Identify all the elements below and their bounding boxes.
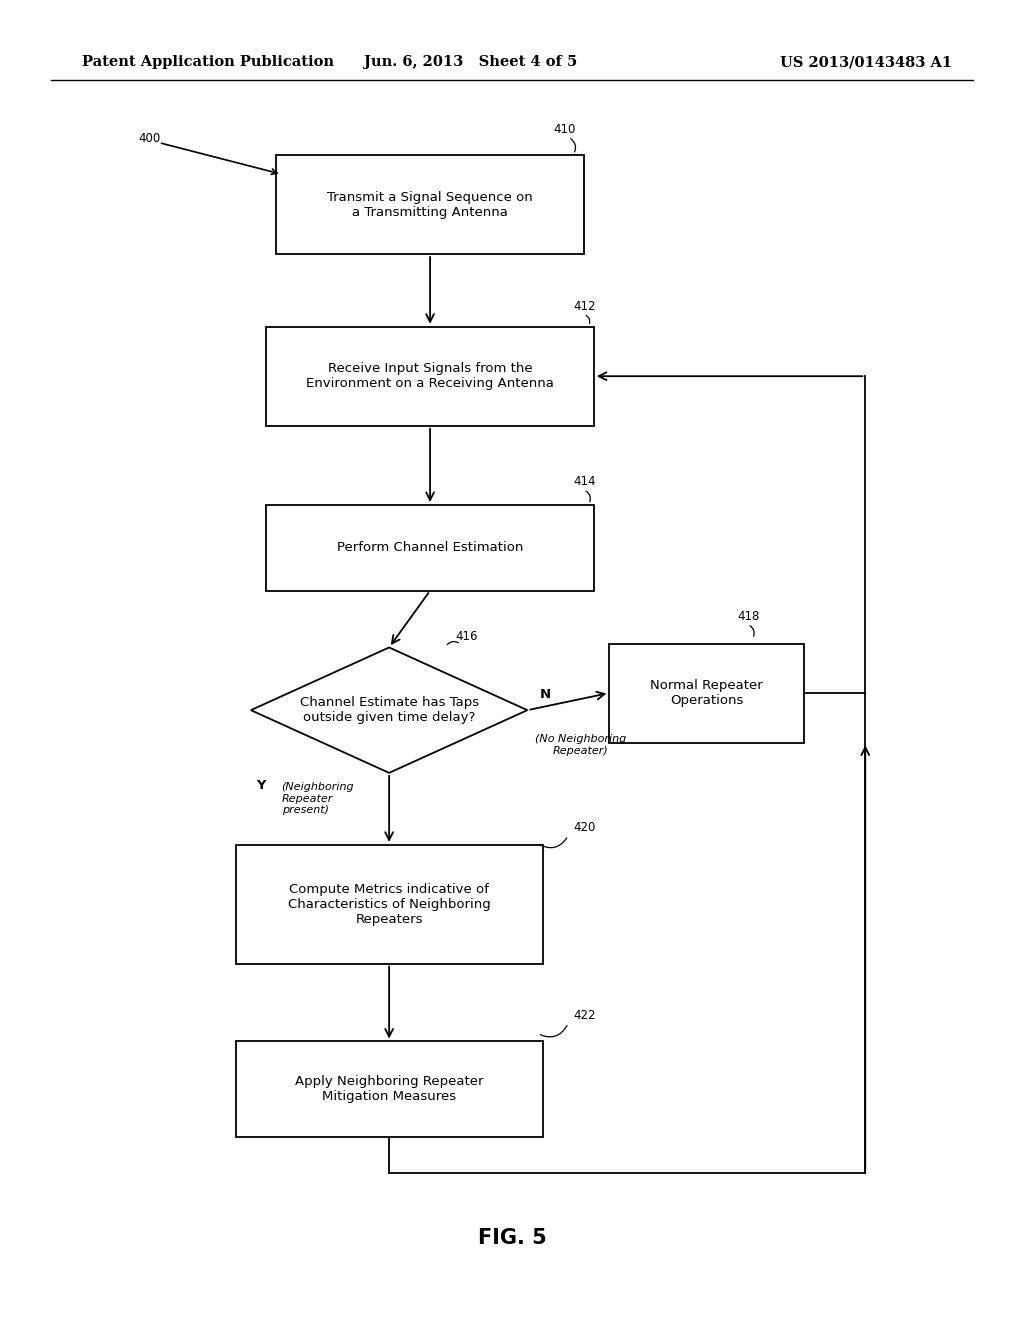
Text: Perform Channel Estimation: Perform Channel Estimation bbox=[337, 541, 523, 554]
Text: 422: 422 bbox=[573, 1008, 596, 1022]
Text: 410: 410 bbox=[553, 123, 575, 136]
Bar bbox=[276, 156, 584, 255]
Text: (No Neighboring
Repeater): (No Neighboring Repeater) bbox=[535, 734, 626, 755]
Text: US 2013/0143483 A1: US 2013/0143483 A1 bbox=[780, 55, 952, 69]
Text: (Neighboring
Repeater
present): (Neighboring Repeater present) bbox=[282, 781, 354, 816]
Text: 420: 420 bbox=[573, 821, 596, 834]
Text: 400: 400 bbox=[138, 132, 161, 145]
Bar bbox=[266, 506, 594, 591]
Bar bbox=[236, 845, 543, 964]
Text: N: N bbox=[540, 688, 551, 701]
Text: Y: Y bbox=[256, 779, 265, 792]
Text: 416: 416 bbox=[456, 630, 478, 643]
Text: Apply Neighboring Repeater
Mitigation Measures: Apply Neighboring Repeater Mitigation Me… bbox=[295, 1074, 483, 1104]
Text: Normal Repeater
Operations: Normal Repeater Operations bbox=[650, 678, 763, 708]
Text: Channel Estimate has Taps
outside given time delay?: Channel Estimate has Taps outside given … bbox=[300, 696, 478, 725]
Text: 412: 412 bbox=[573, 300, 596, 313]
Text: Transmit a Signal Sequence on
a Transmitting Antenna: Transmit a Signal Sequence on a Transmit… bbox=[328, 190, 532, 219]
Bar bbox=[609, 644, 804, 742]
Text: Receive Input Signals from the
Environment on a Receiving Antenna: Receive Input Signals from the Environme… bbox=[306, 362, 554, 391]
Text: Compute Metrics indicative of
Characteristics of Neighboring
Repeaters: Compute Metrics indicative of Characteri… bbox=[288, 883, 490, 925]
Polygon shape bbox=[251, 647, 527, 774]
Text: 414: 414 bbox=[573, 475, 596, 488]
Bar bbox=[236, 1041, 543, 1137]
Text: Patent Application Publication: Patent Application Publication bbox=[82, 55, 334, 69]
Text: FIG. 5: FIG. 5 bbox=[477, 1228, 547, 1249]
Text: Jun. 6, 2013   Sheet 4 of 5: Jun. 6, 2013 Sheet 4 of 5 bbox=[365, 55, 578, 69]
Bar bbox=[266, 327, 594, 425]
Text: 418: 418 bbox=[737, 610, 760, 623]
